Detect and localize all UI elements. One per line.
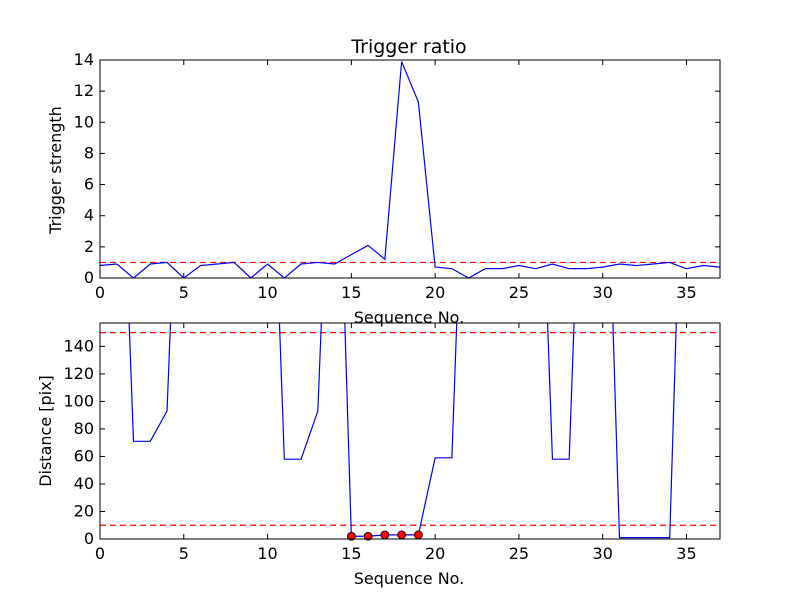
x-tick-label: 35 (676, 544, 696, 563)
data-point-marker (363, 531, 373, 541)
x-axis-label: Sequence No. (354, 308, 465, 327)
y-tick-labels: 0 2 4 6 8 10 12 14 (74, 50, 720, 287)
x-tick-label: 30 (593, 283, 613, 302)
x-tick-label: 5 (179, 283, 189, 302)
y-tick-label: 140 (63, 336, 94, 355)
series-line (128, 323, 677, 539)
x-tick-label: 10 (257, 544, 277, 563)
x-tick-label: 20 (425, 283, 445, 302)
x-tick-label: 15 (341, 544, 361, 563)
y-tick-label: 40 (74, 474, 94, 493)
x-tick-label: 15 (341, 283, 361, 302)
x-tick-label: 10 (257, 283, 277, 302)
y-tick-label: 60 (74, 446, 94, 465)
x-tick-label: 35 (676, 283, 696, 302)
x-tick-label: 20 (425, 544, 445, 563)
y-tick-label: 0 (84, 529, 94, 548)
data-point-marker (413, 530, 423, 540)
y-tick-label: 6 (84, 175, 94, 194)
x-axis-label: Sequence No. (354, 569, 465, 588)
data-point-marker (380, 530, 390, 540)
y-tick-label: 80 (74, 419, 94, 438)
y-tick-label: 20 (74, 501, 94, 520)
x-tick-label: 0 (95, 544, 105, 563)
y-tick-label: 0 (84, 268, 94, 287)
distance-plot: Distance [pix] Sequence No. 0 5 10 15 20 25 30… (36, 322, 721, 588)
plot-title: Trigger ratio (350, 36, 466, 58)
y-axis-label: Distance [pix] (36, 375, 55, 487)
data-point-marker (397, 530, 407, 540)
y-tick-labels: 0 20 40 60 80 100 120 140 (63, 336, 720, 548)
plot-area (100, 323, 720, 541)
plot-frame (99, 59, 721, 279)
x-tick-labels: 0 5 10 15 20 25 30 35 (95, 323, 697, 563)
x-tick-label: 25 (509, 544, 529, 563)
x-tick-labels: 0 5 10 15 20 25 30 35 (95, 60, 697, 302)
y-tick-label: 14 (74, 50, 94, 69)
y-axis-label: Trigger strength (46, 106, 65, 235)
x-tick-label: 0 (95, 283, 105, 302)
series-line (100, 61, 720, 278)
y-tick-label: 4 (84, 206, 94, 225)
x-tick-label: 30 (593, 544, 613, 563)
y-tick-label: 8 (84, 143, 94, 162)
y-tick-label: 12 (74, 81, 94, 100)
data-point-marker (346, 531, 356, 541)
plot-area (100, 61, 720, 278)
plot-frame (99, 322, 721, 540)
x-tick-label: 25 (509, 283, 529, 302)
y-tick-label: 2 (84, 237, 94, 256)
x-tick-label: 5 (179, 544, 189, 563)
trigger-ratio-plot: Trigger ratio Trigger strength Sequence … (46, 36, 721, 327)
y-tick-label: 100 (63, 391, 94, 410)
y-tick-label: 120 (63, 364, 94, 383)
y-tick-label: 10 (74, 112, 94, 131)
